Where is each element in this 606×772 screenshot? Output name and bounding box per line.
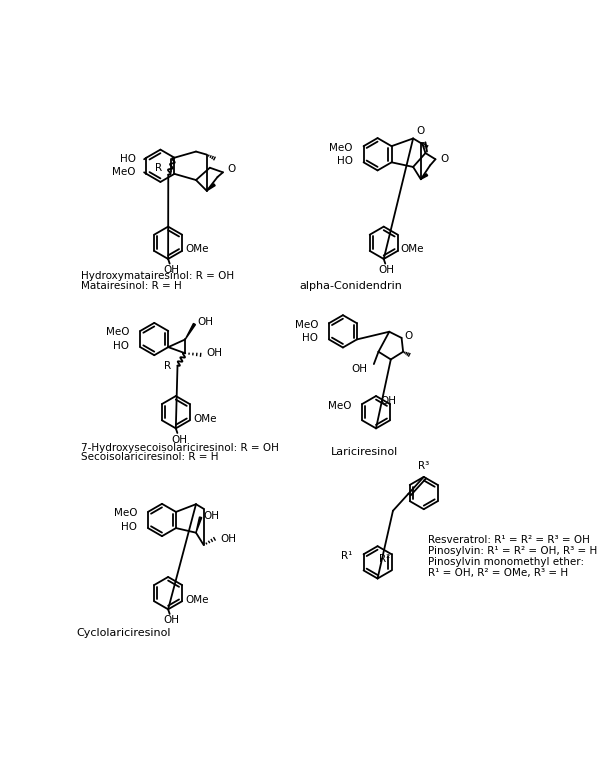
Text: OMe: OMe bbox=[185, 244, 208, 254]
Text: Secoisolariciresinol: R = H: Secoisolariciresinol: R = H bbox=[81, 452, 219, 462]
Text: OMe: OMe bbox=[193, 414, 216, 424]
Text: MeO: MeO bbox=[295, 320, 318, 330]
Text: OH: OH bbox=[221, 534, 236, 543]
Text: alpha-Conidendrin: alpha-Conidendrin bbox=[299, 281, 402, 291]
Text: R: R bbox=[164, 361, 171, 371]
Text: OH: OH bbox=[351, 364, 368, 374]
Text: OH: OH bbox=[204, 511, 220, 521]
Polygon shape bbox=[207, 184, 215, 191]
Text: O: O bbox=[440, 154, 448, 164]
Text: Lariciresinol: Lariciresinol bbox=[331, 447, 399, 457]
Text: OMe: OMe bbox=[401, 244, 424, 254]
Text: Matairesinol: R = H: Matairesinol: R = H bbox=[81, 280, 182, 290]
Text: OH: OH bbox=[163, 265, 179, 275]
Text: HO: HO bbox=[337, 156, 353, 166]
Text: OH: OH bbox=[207, 348, 223, 358]
Text: R¹ = OH, R² = OMe, R³ = H: R¹ = OH, R² = OMe, R³ = H bbox=[428, 567, 568, 577]
Text: MeO: MeO bbox=[329, 143, 353, 153]
Text: Hydroxymatairesinol: R = OH: Hydroxymatairesinol: R = OH bbox=[81, 271, 235, 281]
Text: Pinosylvin monomethyl ether:: Pinosylvin monomethyl ether: bbox=[428, 557, 584, 567]
Text: MeO: MeO bbox=[106, 327, 130, 337]
Text: OMe: OMe bbox=[185, 594, 208, 604]
Text: 7-Hydroxysecoisolariciresinol: R = OH: 7-Hydroxysecoisolariciresinol: R = OH bbox=[81, 443, 279, 453]
Text: HO: HO bbox=[119, 154, 136, 164]
Text: MeO: MeO bbox=[328, 401, 351, 411]
Polygon shape bbox=[196, 517, 202, 533]
Text: R³: R³ bbox=[418, 461, 430, 471]
Text: OH: OH bbox=[198, 317, 213, 327]
Text: R²: R² bbox=[379, 554, 390, 564]
Text: Resveratrol: R¹ = R² = R³ = OH: Resveratrol: R¹ = R² = R³ = OH bbox=[428, 536, 590, 545]
Polygon shape bbox=[185, 323, 196, 340]
Text: OH: OH bbox=[379, 265, 395, 275]
Text: OH: OH bbox=[171, 435, 187, 445]
Text: R: R bbox=[155, 164, 162, 174]
Text: Pinosylvin: R¹ = R² = OH, R³ = H: Pinosylvin: R¹ = R² = OH, R³ = H bbox=[428, 546, 597, 556]
Text: Cyclolariciresinol: Cyclolariciresinol bbox=[76, 628, 171, 638]
Text: HO: HO bbox=[121, 522, 137, 532]
Text: O: O bbox=[405, 331, 413, 341]
Polygon shape bbox=[421, 174, 428, 179]
Text: R¹: R¹ bbox=[341, 550, 353, 560]
Text: O: O bbox=[417, 126, 425, 136]
Text: HO: HO bbox=[113, 340, 130, 350]
Text: OH: OH bbox=[381, 395, 397, 405]
Text: HO: HO bbox=[302, 333, 318, 343]
Text: O: O bbox=[228, 164, 236, 174]
Text: MeO: MeO bbox=[112, 168, 136, 178]
Text: OH: OH bbox=[163, 615, 179, 625]
Text: MeO: MeO bbox=[114, 509, 137, 519]
